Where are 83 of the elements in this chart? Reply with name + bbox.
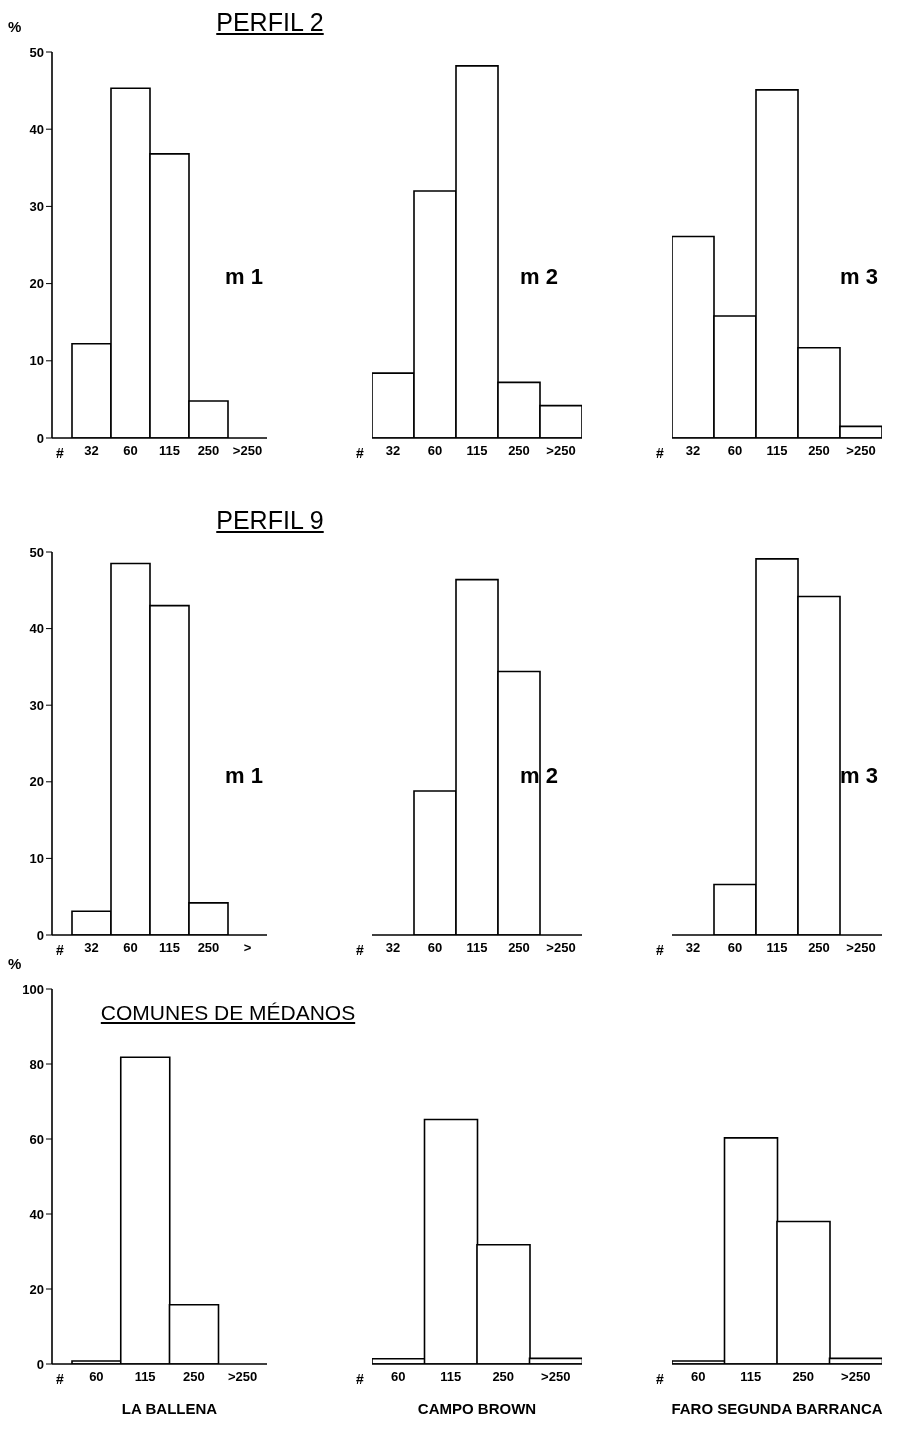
- x-tick-label: 250: [792, 1369, 815, 1385]
- x-axis-title: CAMPO BROWN: [416, 1400, 538, 1417]
- annotation: m 3: [840, 264, 878, 291]
- x-tick-label: 115: [440, 1369, 462, 1385]
- x-tick-label: 115: [740, 1369, 762, 1385]
- x-tick-label: >: [243, 940, 252, 956]
- annotation: m 1: [225, 762, 263, 789]
- y-tick-label: 0: [36, 430, 44, 446]
- text: #: [56, 1371, 64, 1387]
- text: #: [56, 445, 64, 461]
- y-tick-label: 0: [36, 1356, 44, 1372]
- x-tick-label: 32: [685, 940, 701, 956]
- y-tick-label: 0: [36, 927, 44, 943]
- annotation: m 2: [520, 264, 558, 291]
- annotation: m 2: [520, 762, 558, 789]
- x-tick-label: 250: [197, 940, 220, 956]
- y-axis-title: %: [8, 955, 22, 972]
- y-tick-label: 10: [29, 851, 44, 867]
- x-tick-label: 115: [766, 940, 788, 956]
- x-axis-title: FARO SEGUNDA BARRANCA: [670, 1400, 884, 1417]
- x-tick-label: 115: [466, 940, 488, 956]
- x-tick-label: 60: [89, 1369, 104, 1385]
- x-tick-label: 32: [84, 443, 99, 459]
- x-tick-label: 60: [427, 443, 443, 459]
- x-tick-label: 115: [159, 940, 180, 956]
- x-tick-label: 115: [466, 443, 488, 459]
- y-tick-label: 100: [22, 981, 44, 997]
- x-tick-label: 60: [691, 1369, 706, 1385]
- x-tick-label: 250: [508, 940, 530, 956]
- x-tick-label: 115: [766, 443, 788, 459]
- x-tick-label: >250: [546, 940, 576, 956]
- x-tick-label: 250: [808, 443, 830, 459]
- x-tick-label: 32: [385, 443, 401, 459]
- text: COMUNES DE MÉDANOS: [100, 1001, 356, 1024]
- y-tick-label: 40: [29, 121, 44, 137]
- x-tick-label: >250: [541, 1369, 571, 1385]
- x-axis-title: LA BALLENA: [120, 1400, 219, 1417]
- x-tick-label: 115: [134, 1369, 156, 1385]
- y-tick-label: 10: [29, 353, 44, 369]
- text: #: [356, 445, 364, 461]
- x-tick-label: 60: [727, 443, 743, 459]
- x-tick-label: >250: [846, 940, 876, 956]
- x-tick-label: 32: [84, 940, 99, 956]
- x-tick-label: 60: [123, 443, 138, 459]
- x-tick-label: >250: [846, 443, 876, 459]
- y-tick-label: 50: [29, 44, 44, 60]
- text: #: [356, 1371, 364, 1387]
- x-tick-label: 250: [183, 1369, 205, 1385]
- x-tick-label: >250: [546, 443, 576, 459]
- x-tick-label: 250: [197, 443, 220, 459]
- chart-title: PERFIL 2: [216, 8, 324, 36]
- x-tick-label: 60: [727, 940, 743, 956]
- text: #: [656, 942, 664, 958]
- y-axis-title: %: [8, 18, 22, 35]
- x-tick-label: 32: [385, 940, 401, 956]
- y-tick-label: 20: [29, 1281, 44, 1297]
- y-tick-label: 30: [29, 199, 44, 215]
- x-tick-label: 250: [508, 443, 530, 459]
- y-tick-label: 20: [29, 774, 44, 790]
- x-tick-label: 32: [685, 443, 701, 459]
- chart-title: PERFIL 9: [216, 506, 324, 534]
- y-tick-label: 80: [29, 1056, 44, 1072]
- text: #: [56, 942, 64, 958]
- x-tick-label: >250: [227, 1369, 258, 1385]
- x-tick-label: >250: [232, 443, 263, 459]
- text: #: [656, 445, 664, 461]
- x-tick-label: 250: [808, 940, 830, 956]
- y-tick-label: 20: [29, 276, 44, 292]
- x-tick-label: 60: [391, 1369, 406, 1385]
- x-tick-label: 60: [123, 940, 138, 956]
- y-tick-label: 40: [29, 621, 44, 637]
- text: #: [356, 942, 364, 958]
- y-tick-label: 50: [29, 544, 44, 560]
- x-tick-label: 115: [159, 443, 180, 459]
- x-tick-label: 250: [492, 1369, 515, 1385]
- y-tick-label: 40: [29, 1206, 44, 1222]
- x-tick-label: 60: [427, 940, 443, 956]
- x-tick-label: >250: [841, 1369, 871, 1385]
- text: #: [656, 1371, 664, 1387]
- annotation: m 3: [840, 762, 878, 789]
- y-tick-label: 60: [29, 1131, 44, 1147]
- annotation: m 1: [225, 264, 263, 291]
- y-tick-label: 30: [29, 697, 44, 713]
